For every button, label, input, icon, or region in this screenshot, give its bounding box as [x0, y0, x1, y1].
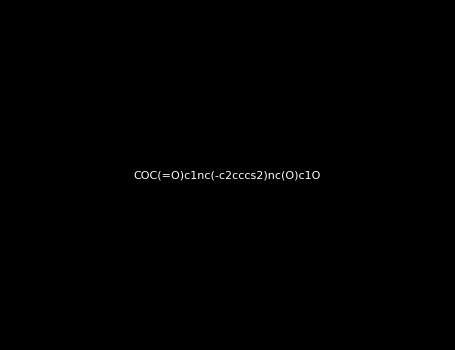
Text: COC(=O)c1nc(-c2cccs2)nc(O)c1O: COC(=O)c1nc(-c2cccs2)nc(O)c1O: [134, 170, 321, 180]
